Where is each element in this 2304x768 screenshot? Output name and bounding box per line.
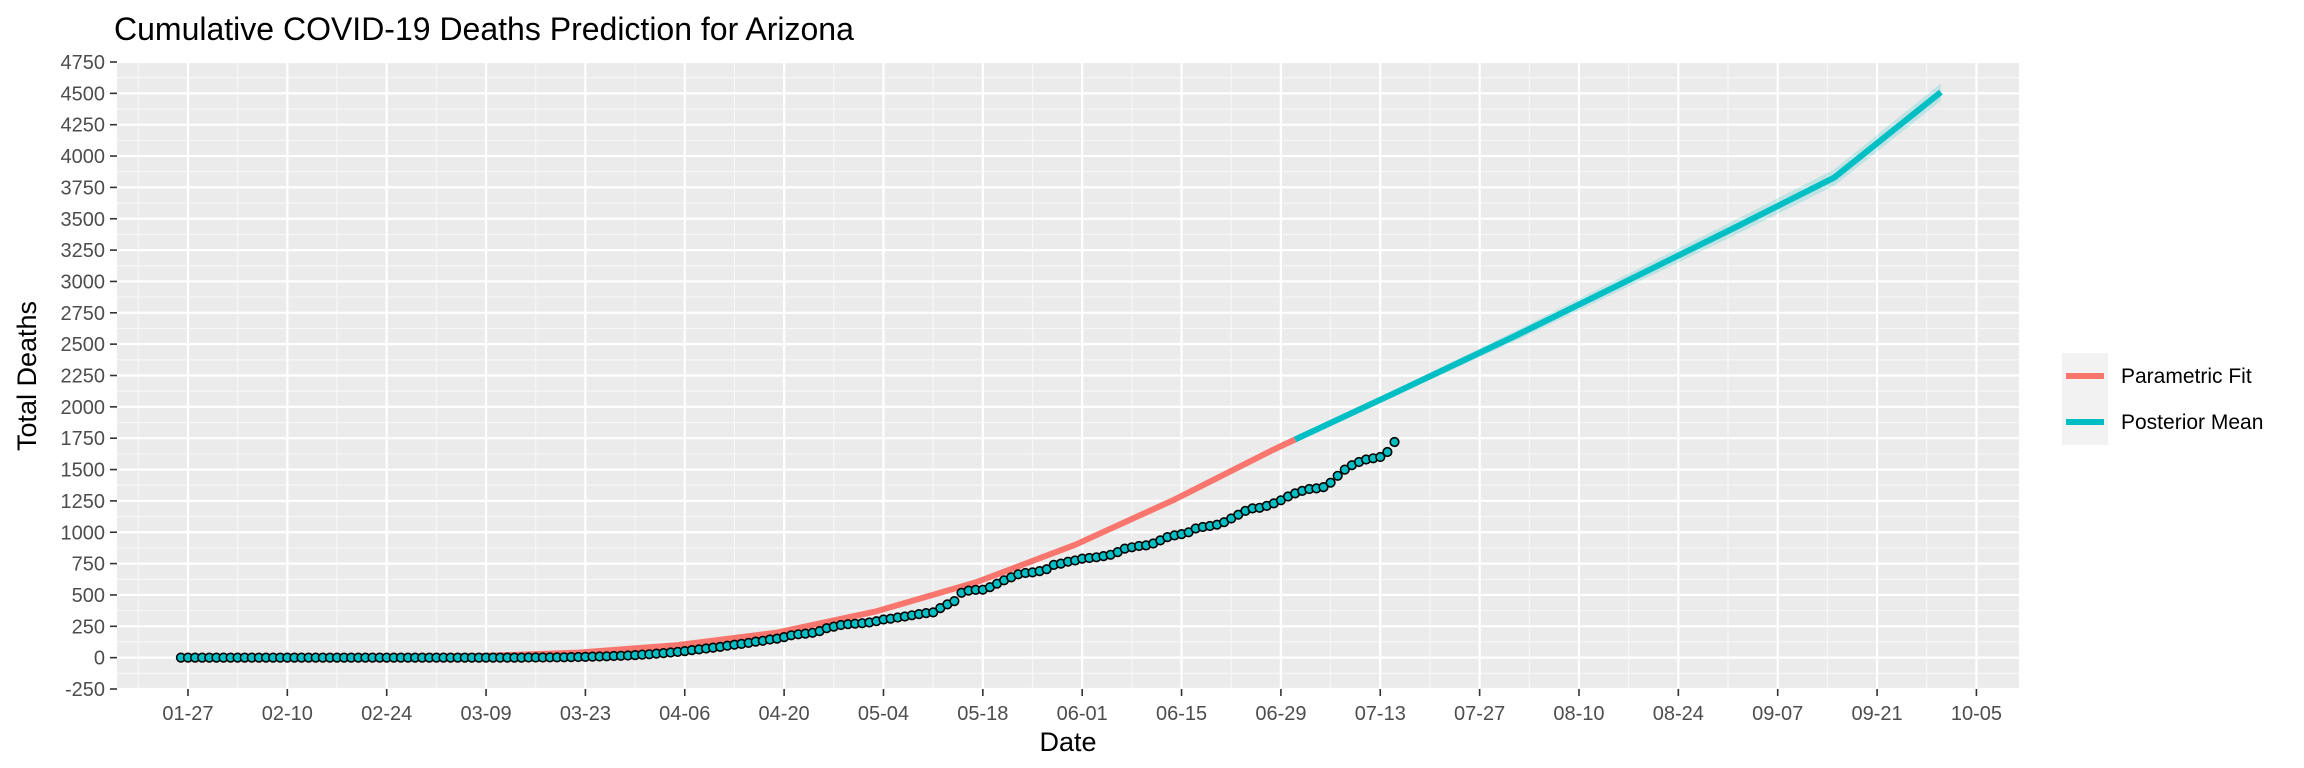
legend-label: Parametric Fit: [2121, 365, 2252, 388]
observed-point: [1382, 446, 1393, 458]
x-tick-label: 04-06: [659, 703, 710, 725]
x-tick-label: 10-05: [1951, 703, 2002, 725]
y-tick-label: 750: [72, 554, 105, 576]
y-tick-label: 1250: [61, 491, 106, 513]
observed-point: [1332, 470, 1343, 481]
y-axis-title: Total Deaths: [12, 301, 42, 451]
x-tick-label: 06-15: [1156, 703, 1207, 725]
x-tick-label: 04-20: [759, 703, 810, 725]
y-tick-label: 2500: [61, 334, 106, 356]
observed-point: [928, 607, 939, 618]
x-tick-label: 05-04: [858, 703, 909, 725]
y-tick-label: 0: [94, 648, 105, 670]
y-tick-label: 4000: [61, 146, 106, 168]
x-axis-ticks: 01-27 02-10 02-24 03-09 03-23 04-06 04-20 05-04…: [162, 689, 2002, 725]
x-tick-label: 07-27: [1454, 703, 1505, 725]
observed-points: [175, 436, 1400, 663]
legend-label: Posterior Mean: [2121, 411, 2263, 434]
x-tick-label: 08-10: [1553, 703, 1604, 725]
y-tick-label: 3750: [61, 177, 106, 199]
y-tick-label: 500: [72, 585, 105, 607]
x-tick-label: 09-21: [1851, 703, 1902, 725]
x-tick-label: 07-13: [1355, 703, 1406, 725]
observed-point: [1325, 477, 1336, 488]
y-axis-ticks: -250 0 250 500 750 1000 1250 1500 1750 2000 2250 25…: [61, 52, 117, 701]
observed-point: [1339, 464, 1350, 475]
y-tick-label: 2000: [61, 397, 106, 419]
y-tick-label: 1750: [61, 428, 106, 450]
x-tick-label: 02-24: [361, 703, 412, 725]
y-tick-label: 3000: [61, 271, 106, 293]
x-axis-title: Date: [1039, 727, 1096, 757]
x-tick-label: 02-10: [262, 703, 313, 725]
y-tick-label: 2750: [61, 303, 106, 325]
y-tick-label: 1500: [61, 460, 106, 482]
x-tick-label: 03-23: [560, 703, 611, 725]
x-tick-label: 06-29: [1255, 703, 1306, 725]
x-tick-label: 06-01: [1057, 703, 1108, 725]
legend-item-parametric-fit: Parametric Fit: [2062, 353, 2252, 399]
x-tick-label: 01-27: [162, 703, 213, 725]
observed-point: [1318, 482, 1329, 493]
y-tick-label: 3250: [61, 240, 106, 262]
legend-item-posterior-mean: Posterior Mean: [2062, 399, 2263, 445]
y-tick-label: 3500: [61, 209, 106, 231]
observed-point: [1375, 451, 1386, 463]
legend: Parametric Fit Posterior Mean: [2062, 353, 2263, 445]
observed-point: [1041, 564, 1052, 575]
x-tick-label: 05-18: [957, 703, 1008, 725]
y-tick-label: 250: [72, 616, 105, 638]
chart-title: Cumulative COVID-19 Deaths Prediction fo…: [114, 11, 854, 47]
y-tick-label: 4250: [61, 115, 106, 137]
y-tick-label: 4750: [61, 52, 106, 74]
major-gridlines: [117, 60, 2019, 691]
minor-gridlines: [117, 62, 2019, 689]
observed-point: [1389, 436, 1400, 448]
y-tick-label: -250: [65, 679, 105, 701]
x-tick-label: 08-24: [1653, 703, 1704, 725]
x-tick-label: 09-07: [1752, 703, 1803, 725]
y-tick-label: 2250: [61, 366, 106, 388]
x-tick-label: 03-09: [460, 703, 511, 725]
observed-point: [949, 595, 960, 607]
posterior-mean-line: [1293, 89, 1943, 443]
y-tick-label: 4500: [61, 83, 106, 105]
y-tick-label: 1000: [61, 522, 106, 544]
